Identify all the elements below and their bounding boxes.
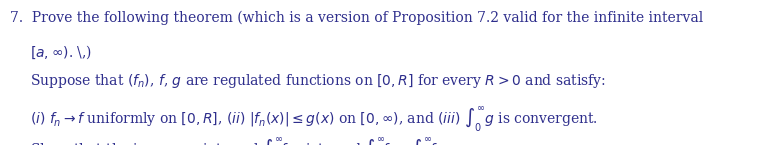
Text: $(i)$ $f_n \to f$ uniformly on $[0, R]$, $(ii)$ $|f_n(x)| \leq g(x)$ on $[0, \in: $(i)$ $f_n \to f$ uniformly on $[0, R]$,… — [30, 105, 597, 134]
Text: Show that the improper integral $\int_0^{\infty}\!f$ exists and $\int_0^{\infty}: Show that the improper integral $\int_0^… — [30, 136, 500, 145]
Text: $[a, \infty)$. \,): $[a, \infty)$. \,) — [30, 44, 92, 61]
Text: Suppose that $(f_n)$, $f$, $g$ are regulated functions on $[0, R]$ for every $R : Suppose that $(f_n)$, $f$, $g$ are regul… — [30, 72, 606, 90]
Text: 7.  Prove the following theorem (which is a version of Proposition 7.2 valid for: 7. Prove the following theorem (which is… — [10, 10, 704, 25]
